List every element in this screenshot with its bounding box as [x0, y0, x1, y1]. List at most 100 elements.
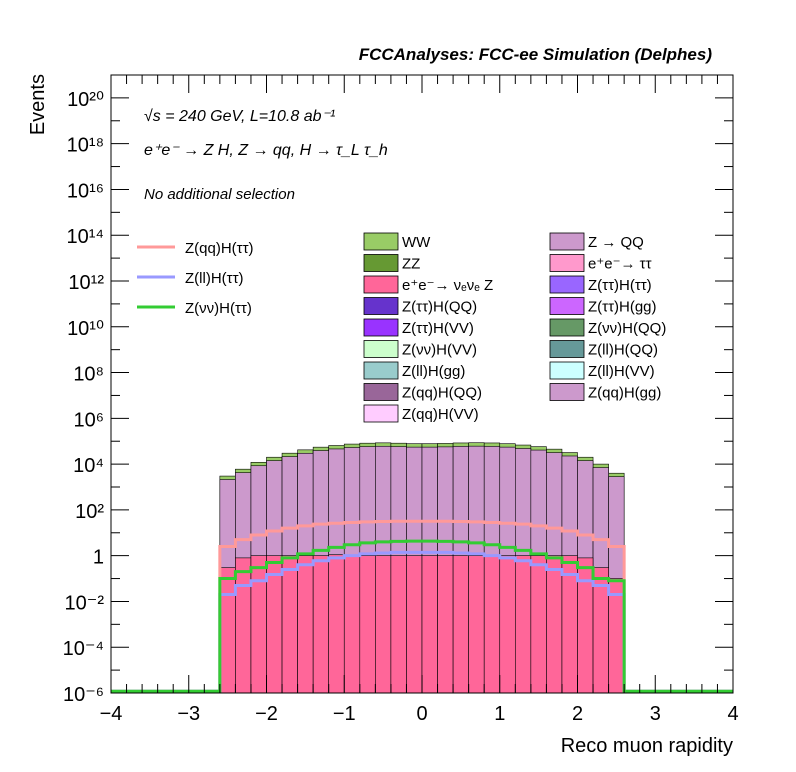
y-axis-label: Events	[27, 74, 49, 135]
hist-bar	[312, 555, 329, 694]
y-tick-label: 10⁸	[73, 364, 104, 386]
legend-label: ZZ	[402, 256, 420, 273]
legend-swatch	[549, 297, 585, 315]
signal-lines	[111, 519, 733, 693]
legend-label: Z(ll)H(QQ)	[588, 342, 658, 359]
hist-bar	[328, 554, 345, 694]
hist-bar	[561, 555, 578, 694]
legend-swatch	[549, 383, 585, 401]
legend-swatch	[363, 404, 399, 423]
legend-swatch	[363, 340, 399, 358]
x-tick-label: 0	[416, 703, 427, 725]
y-tick-label: 10¹⁶	[67, 180, 104, 202]
x-tick-label: −2	[255, 703, 278, 725]
hist-bar	[297, 555, 314, 694]
x-tick-label: 1	[494, 703, 505, 725]
legend-label: e⁺e⁻→ ττ	[588, 256, 652, 273]
legend-swatch	[363, 361, 399, 380]
selection-annotation: No additional selection	[144, 186, 295, 203]
hist-bar	[437, 555, 454, 694]
legend-label: Z(ll)H(gg)	[402, 363, 465, 380]
hist-bar	[514, 555, 532, 694]
y-tick-label: 10⁻⁶	[63, 684, 104, 706]
legend-swatch	[363, 275, 399, 294]
legend-swatch	[549, 318, 585, 337]
hist-bar	[530, 555, 547, 694]
x-tick-label: 3	[650, 703, 661, 725]
legend-swatch	[549, 254, 585, 272]
series-line-Z(νν)H(ττ)	[111, 539, 733, 693]
y-tick-label: 10⁻²	[65, 592, 105, 614]
hist-bar	[219, 567, 236, 694]
hist-bar	[546, 555, 563, 694]
legend-swatch	[549, 361, 585, 380]
y-tick-label: 10¹⁴	[67, 226, 105, 248]
legend-swatch	[363, 383, 399, 401]
y-tick-label: 10⁶	[74, 409, 104, 431]
legend-label: Z(νν)H(QQ)	[588, 320, 666, 337]
hist-bar	[343, 555, 361, 694]
legend-swatch	[549, 232, 585, 251]
hist-bar	[483, 555, 501, 694]
legend-line-label: Z(ll)H(ττ)	[185, 270, 244, 287]
legend-swatch	[363, 254, 399, 272]
legend-swatch	[549, 275, 585, 294]
hist-bar	[281, 555, 298, 694]
legend: Z(qq)H(ττ) Z(ll)H(ττ) Z(νν)H(ττ) WW ZZ e⁺e⁻→ …	[137, 232, 666, 423]
legend-label: Z(qq)H(gg)	[588, 385, 661, 402]
legend-label: Z(νν)H(VV)	[402, 342, 477, 359]
legend-label: Z(qq)H(QQ)	[402, 385, 482, 402]
y-tick-label: 10⁴	[73, 455, 104, 477]
hist-bar	[499, 555, 516, 694]
legend-line-label: Z(νν)H(ττ)	[185, 300, 252, 317]
hist-bar	[406, 555, 423, 694]
x-tick-label: −4	[100, 703, 123, 725]
legend-swatch	[363, 318, 399, 337]
series-line-Z(ll)H(ττ)	[111, 550, 733, 693]
legend-label: e⁺e⁻→ νₑνₑ Z	[402, 277, 493, 294]
legend-swatch	[549, 340, 585, 358]
stacked-histograms	[219, 442, 625, 694]
x-tick-label: 2	[572, 703, 583, 725]
hist-bar	[390, 555, 407, 694]
y-tick-label: 10¹⁰	[67, 318, 104, 340]
legend-label: Z(ττ)H(gg)	[588, 299, 657, 316]
hist-bar	[266, 555, 283, 694]
hist-bar	[452, 555, 469, 694]
legend-label: Z → QQ	[588, 234, 644, 251]
legend-label: Z(ττ)H(QQ)	[402, 299, 477, 316]
y-tick-label: 10²⁰	[67, 89, 104, 111]
hist-bar	[250, 555, 267, 694]
chart-title: FCCAnalyses: FCC-ee Simulation (Delphes)	[359, 45, 713, 64]
process-annotation: e⁺e⁻ → Z H, Z → qq, H → τ_L τ_h	[144, 142, 388, 159]
y-axis-ticks: 10⁻⁶ 10⁻⁴ 10⁻² 1 10² 10⁴ 10⁶ 10⁸ 10¹⁰ 10¹² 10¹⁴ 10¹…	[63, 74, 733, 706]
plot-area: −4 −3 −2 −1 0 1 2 3 4 10⁻⁶10⁻⁴10⁻²110²10⁴10⁶10⁸1…	[63, 74, 739, 725]
hist-layer-eenunuz-base	[219, 554, 625, 694]
legend-swatch	[363, 297, 399, 315]
legend-label: Z(ττ)H(ττ)	[588, 277, 652, 294]
x-axis-label: Reco muon rapidity	[561, 735, 733, 757]
x-tick-label: −1	[333, 703, 356, 725]
hist-bar	[375, 555, 392, 694]
legend-label: Z(ττ)H(VV)	[402, 320, 474, 337]
y-tick-label: 1	[93, 547, 104, 569]
y-tick-label: 10¹⁸	[67, 135, 104, 157]
x-tick-label: 4	[727, 703, 738, 725]
legend-label: Z(qq)H(VV)	[402, 406, 479, 423]
x-tick-label: −3	[177, 703, 200, 725]
legend-swatch	[363, 232, 399, 251]
y-tick-label: 10¹²	[68, 272, 104, 294]
hist-bar	[468, 555, 485, 694]
hist-bar	[421, 555, 438, 694]
series-line-Z(qq)H(ττ)	[111, 519, 733, 693]
legend-label: WW	[402, 234, 431, 251]
x-axis-ticks: −4 −3 −2 −1 0 1 2 3 4	[100, 75, 739, 725]
hist-bar	[359, 555, 376, 694]
energy-lumi-annotation: √s = 240 GeV, L=10.8 ab⁻¹	[144, 108, 335, 125]
legend-label: Z(ll)H(VV)	[588, 363, 655, 380]
hist-bar	[235, 557, 252, 694]
hist-bar	[577, 557, 594, 694]
legend-line-label: Z(qq)H(ττ)	[185, 240, 254, 257]
y-tick-label: 10⁻⁴	[63, 638, 104, 660]
